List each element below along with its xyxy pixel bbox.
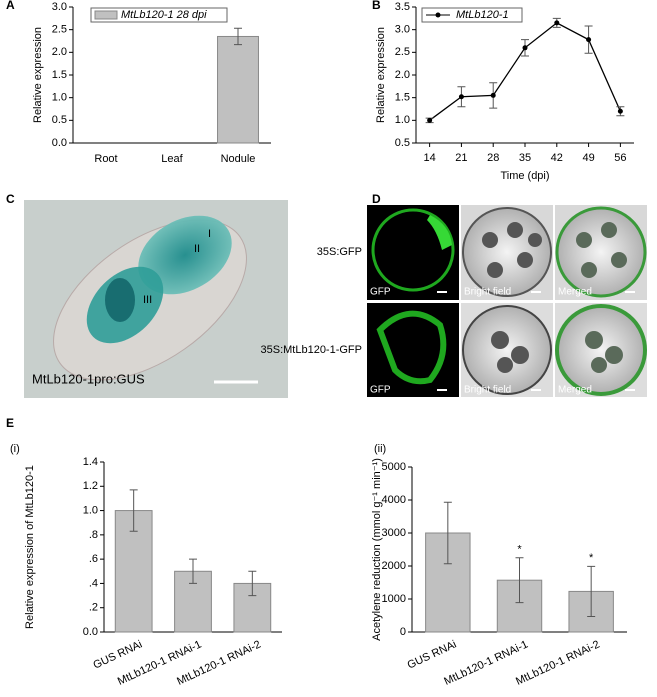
y-tick-label: .4 xyxy=(89,577,98,589)
x-tick-label: 14 xyxy=(424,152,436,164)
error-bar xyxy=(587,565,596,617)
point xyxy=(427,117,433,123)
column-label: Merged xyxy=(558,385,592,396)
y-tick-label: 1.5 xyxy=(395,92,410,104)
y-tick-label: 1000 xyxy=(382,593,406,605)
zone-label: I xyxy=(208,228,211,240)
column-label: Bright field xyxy=(464,287,511,298)
y-tick-label: 1.0 xyxy=(52,92,67,104)
y-tick-label: 3.5 xyxy=(395,1,410,13)
point xyxy=(458,94,464,100)
y-tick-label: 2000 xyxy=(382,560,406,572)
legend-box xyxy=(90,7,228,23)
row-label: 35S:MtLb120-1-GFP xyxy=(261,344,363,356)
point xyxy=(554,20,560,26)
error-bar xyxy=(248,570,257,597)
error-bar xyxy=(515,557,524,604)
panel-label: (i) xyxy=(10,443,20,455)
bar xyxy=(217,35,259,144)
point xyxy=(490,92,496,98)
y-tick-label: .8 xyxy=(89,529,98,541)
point xyxy=(617,108,623,114)
legend-swatch xyxy=(94,10,118,20)
x-tick-label: 56 xyxy=(614,152,626,164)
y-tick-label: .2 xyxy=(89,602,98,614)
x-tick-label: 21 xyxy=(455,152,467,164)
error-bar xyxy=(129,489,138,532)
significance-mark: * xyxy=(589,552,594,564)
legend-point xyxy=(435,12,441,18)
y-tick-label: 2.0 xyxy=(52,46,67,58)
gus-image xyxy=(24,200,288,398)
y-tick-label: 0.0 xyxy=(83,626,98,638)
zone-label: III xyxy=(143,294,152,306)
column-label: GFP xyxy=(370,385,391,396)
x-tick-label: Root xyxy=(94,153,117,165)
error-bar xyxy=(443,501,452,565)
x-tick-label: 28 xyxy=(487,152,499,164)
legend-label: MtLb120-1 xyxy=(456,9,509,21)
error-bar xyxy=(234,27,242,46)
x-tick-label: 35 xyxy=(519,152,531,164)
y-tick-label: 0.0 xyxy=(52,137,67,149)
line xyxy=(429,22,621,121)
y-tick-label: 1.4 xyxy=(83,456,98,468)
y-tick-label: 1.2 xyxy=(83,480,98,492)
y-tick-label: .6 xyxy=(89,553,98,565)
zone-label: II xyxy=(194,243,200,255)
column-label: Merged xyxy=(558,287,592,298)
legend-label: MtLb120-1 28 dpi xyxy=(121,9,207,21)
y-tick-label: 2.5 xyxy=(395,46,410,58)
error-bar xyxy=(189,558,197,584)
y-tick-label: 0 xyxy=(400,626,406,638)
y-tick-label: 1.0 xyxy=(395,114,410,126)
x-tick-label: Nodule xyxy=(221,153,256,165)
y-axis-label: Relative expression xyxy=(32,27,44,123)
x-axis-label: Time (dpi) xyxy=(500,170,549,182)
y-axis-label: Relative expression of MtLb120-1 xyxy=(24,465,36,629)
x-tick-label: 49 xyxy=(582,152,594,164)
x-tick-label: 42 xyxy=(551,152,563,164)
panel-label: E xyxy=(6,416,14,430)
panel-label: (ii) xyxy=(374,443,386,455)
y-tick-label: 1.0 xyxy=(83,504,98,516)
x-tick-label: GUS RNAi xyxy=(406,638,459,671)
y-tick-label: 1.5 xyxy=(52,69,67,81)
legend-box xyxy=(421,7,523,23)
panel-label: D xyxy=(372,192,381,206)
y-tick-label: 0.5 xyxy=(395,137,410,149)
point xyxy=(522,45,528,51)
x-tick-label: Leaf xyxy=(161,153,183,165)
significance-mark: * xyxy=(517,544,522,556)
point xyxy=(586,37,592,43)
y-tick-label: 3.0 xyxy=(395,24,410,36)
row-label: 35S:GFP xyxy=(317,246,362,258)
gfp-images xyxy=(367,205,647,397)
panel-label: C xyxy=(6,192,15,206)
y-axis-label: Relative expression xyxy=(375,27,387,123)
column-label: GFP xyxy=(370,287,391,298)
image-caption: MtLb120-1pro:GUS xyxy=(32,371,145,386)
y-axis-label: Acetylene reduction (mmol g⁻¹ min⁻¹) xyxy=(371,458,383,641)
y-tick-label: 4000 xyxy=(382,494,406,506)
y-tick-label: 0.5 xyxy=(52,114,67,126)
y-tick-label: 2.0 xyxy=(395,69,410,81)
y-tick-label: 5000 xyxy=(382,461,406,473)
y-tick-label: 2.5 xyxy=(52,24,67,36)
panel-label: A xyxy=(6,0,15,12)
y-tick-label: 3.0 xyxy=(52,1,67,13)
panel-label: B xyxy=(372,0,381,12)
y-tick-label: 3000 xyxy=(382,527,406,539)
column-label: Bright field xyxy=(464,385,511,396)
